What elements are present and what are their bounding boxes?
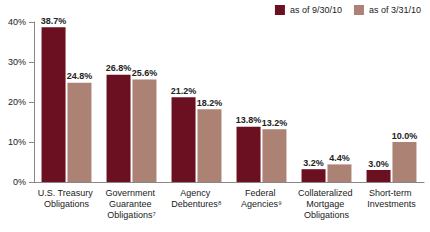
svg-text:as of 9/30/10: as of 9/30/10	[290, 5, 342, 15]
svg-text:Obligations: Obligations	[304, 210, 350, 220]
svg-text:Agency: Agency	[180, 188, 213, 198]
svg-text:Agencies⁹: Agencies⁹	[241, 199, 282, 209]
svg-text:38.7%: 38.7%	[41, 16, 67, 26]
svg-text:3.2%: 3.2%	[303, 158, 324, 168]
svg-text:Mortgage: Mortgage	[306, 199, 347, 209]
svg-text:0%: 0%	[13, 177, 26, 187]
svg-text:Short-term: Short-term	[369, 188, 414, 198]
svg-text:Federal: Federal	[245, 188, 278, 198]
svg-text:24.8%: 24.8%	[67, 71, 93, 81]
svg-text:13.2%: 13.2%	[262, 118, 288, 128]
svg-text:20%: 20%	[8, 97, 26, 107]
svg-text:21.2%: 21.2%	[171, 86, 197, 96]
svg-text:Government: Government	[105, 188, 157, 198]
svg-text:as of 3/31/10: as of 3/31/10	[369, 5, 421, 15]
svg-text:Guarantee: Guarantee	[109, 199, 154, 209]
svg-text:4.4%: 4.4%	[329, 153, 350, 163]
svg-text:30%: 30%	[8, 57, 26, 67]
svg-text:10%: 10%	[8, 137, 26, 147]
svg-text:U.S. Treasury: U.S. Treasury	[38, 188, 96, 198]
svg-text:3.0%: 3.0%	[368, 159, 389, 169]
svg-text:Investments: Investments	[367, 199, 416, 209]
svg-text:Debentures⁸: Debentures⁸	[171, 199, 222, 209]
svg-text:Collateralized: Collateralized	[298, 188, 355, 198]
svg-text:26.8%: 26.8%	[106, 63, 132, 73]
svg-text:Obligations⁷: Obligations⁷	[107, 210, 155, 220]
svg-text:40%: 40%	[8, 17, 26, 27]
svg-text:10.0%: 10.0%	[392, 131, 418, 141]
svg-text:25.6%: 25.6%	[132, 68, 158, 78]
svg-text:Obligations: Obligations	[44, 199, 90, 209]
svg-text:13.8%: 13.8%	[236, 115, 262, 125]
svg-text:18.2%: 18.2%	[197, 98, 223, 108]
